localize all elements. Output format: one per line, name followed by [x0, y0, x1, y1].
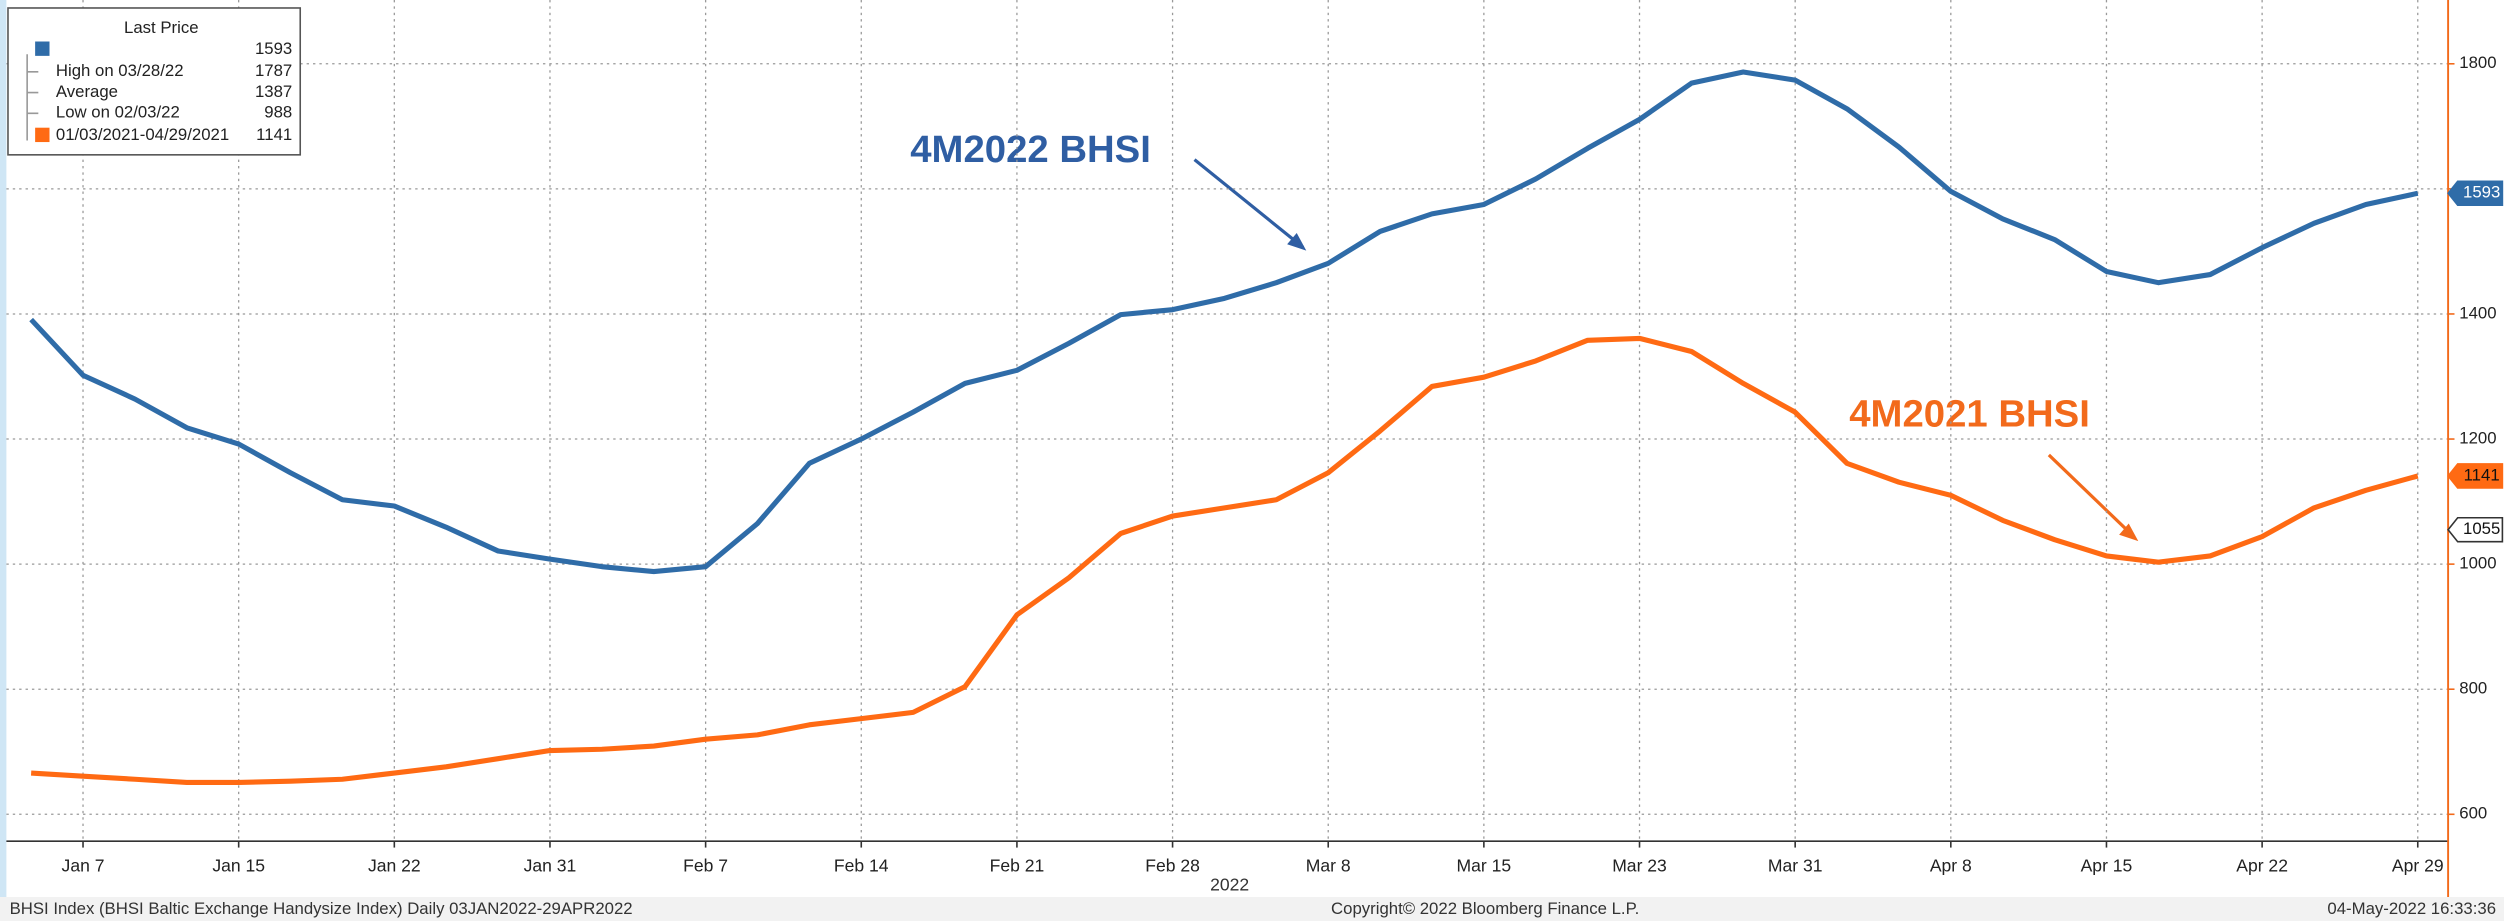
x-tick-label: Jan 7	[62, 855, 105, 875]
annotation-arrow	[2047, 453, 2135, 538]
x-tick-label: Mar 8	[1306, 855, 1351, 875]
arrow-head	[1287, 233, 1307, 251]
y-tick-label: 1000	[2459, 554, 2496, 573]
value-tag	[2447, 463, 2504, 489]
series-line	[30, 335, 2419, 786]
x-tick-label: Jan 15	[212, 855, 265, 875]
y-tick-label: 800	[2459, 679, 2487, 698]
footer-right: 04-May-2022 16:33:36	[2327, 899, 2496, 918]
footer-center: Copyright© 2022 Bloomberg Finance L.P.	[1331, 899, 1639, 918]
legend-value: 1593	[255, 39, 292, 58]
x-tick-label: Mar 15	[1457, 855, 1512, 875]
x-tick-label: Apr 22	[2236, 855, 2288, 875]
arrow-head	[2119, 523, 2139, 542]
value-tag-label: 1055	[2463, 519, 2500, 538]
value-tag-label: 1141	[2464, 465, 2500, 484]
y-tick-label: 1200	[2459, 428, 2496, 447]
footer-band	[0, 897, 2504, 921]
y-tick-label: 600	[2459, 804, 2487, 823]
legend-label: Low on 02/03/22	[56, 103, 180, 122]
legend-label: High on 03/28/22	[56, 61, 184, 80]
x-tick-label: Feb 7	[683, 855, 728, 875]
series-line	[29, 69, 2419, 575]
x-tick-label: Mar 23	[1612, 855, 1667, 875]
x-tick-label: Apr 15	[2081, 855, 2133, 875]
x-tick-label: Jan 31	[524, 855, 577, 875]
legend-box	[7, 7, 302, 156]
legend-value: 1787	[255, 61, 292, 80]
legend-label: 01/03/2021-04/29/2021	[56, 125, 229, 144]
legend-value: 1387	[255, 82, 292, 101]
annotation: 4M2021 BHSI	[1849, 393, 2090, 436]
x-tick-label: Mar 31	[1768, 855, 1823, 875]
legend: Last Price 1593 High on 03/28/22 1787 Av…	[7, 7, 302, 156]
legend-tree	[26, 54, 39, 141]
x-tick-label: Feb 28	[1145, 855, 1200, 875]
annotation-arrow	[1193, 158, 1305, 249]
x-tick-label: Jan 22	[368, 855, 421, 875]
y-tick-label: 1800	[2459, 53, 2496, 72]
legend-value: 988	[264, 103, 292, 122]
year-label: 2022	[1210, 875, 1249, 895]
legend-swatch	[35, 41, 50, 56]
legend-swatch	[35, 127, 50, 143]
value-tag-label: 1593	[2463, 183, 2500, 202]
x-tick-label: Apr 29	[2392, 855, 2444, 875]
legend-label: Average	[56, 82, 118, 101]
annotation: 4M2022 BHSI	[910, 128, 1151, 171]
value-tag	[2447, 516, 2504, 543]
left-strip	[0, 0, 7, 898]
x-tick-label: Feb 21	[990, 855, 1045, 875]
x-tick-label: Feb 14	[834, 855, 889, 875]
legend-value: 1141	[256, 125, 292, 144]
y-tick-label: 1400	[2459, 303, 2496, 322]
x-tick-label: Apr 8	[1930, 855, 1972, 875]
legend-title: Last Price	[124, 18, 199, 37]
value-tag	[2447, 180, 2504, 207]
footer-left: BHSI Index (BHSI Baltic Exchange Handysi…	[10, 899, 633, 918]
